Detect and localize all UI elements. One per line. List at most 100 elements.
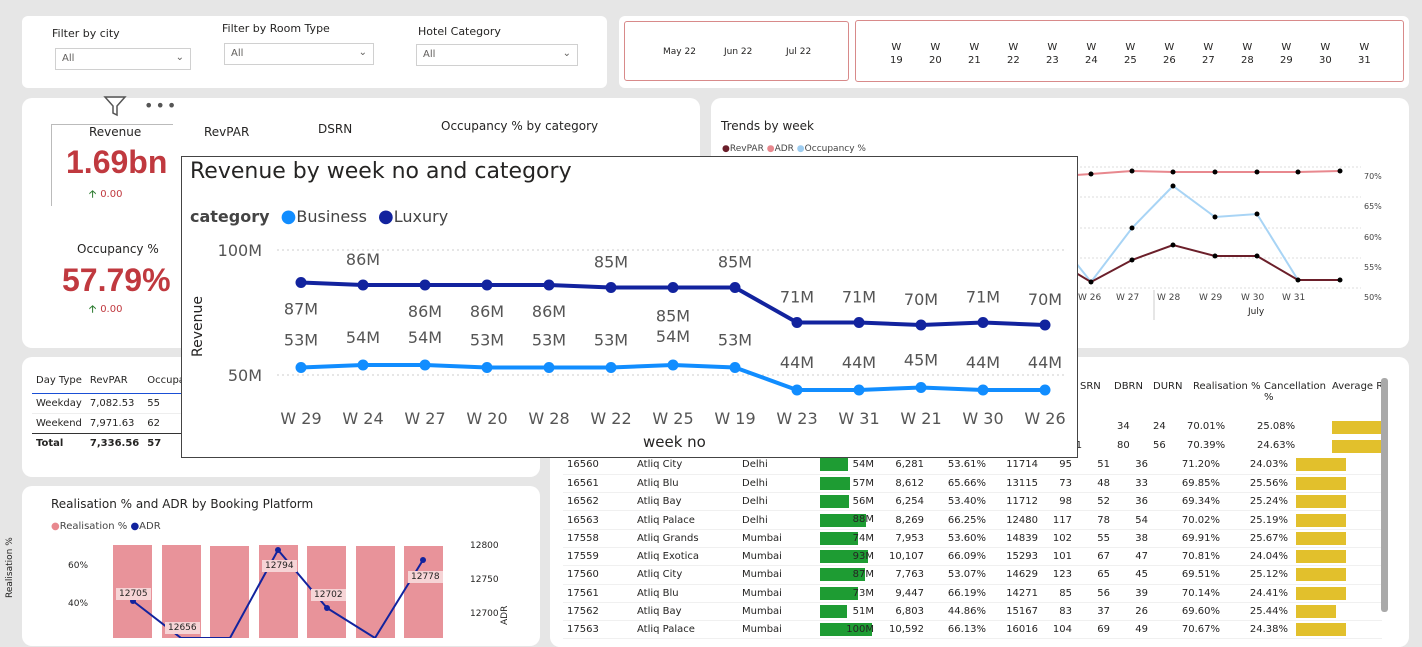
table-scrollbar[interactable] [1381,378,1388,612]
week-option[interactable]: W 23 [1046,42,1059,66]
table-cell: 11714 [990,456,1042,475]
daytype-header: Day Type [36,375,82,387]
week-option[interactable]: W 29 [1280,42,1293,66]
table-cell: Atliq Blu [633,584,738,603]
week-option[interactable]: W 20 [929,42,942,66]
revenue-bar [820,586,858,600]
table-cell: 117 [1042,510,1076,530]
column-header: SRN [1080,381,1101,392]
month-option[interactable]: Jul 22 [786,47,812,57]
table-cell: Atliq Grands [633,529,738,548]
table-cell: 66.09% [928,547,990,567]
table-row[interactable]: 16562 Atliq Bay Delhi 56M 6,254 53.40% 11712 98… [563,492,1382,512]
table-row[interactable]: 17558 Atliq Grands Mumbai 74M 7,953 53.60% 148… [563,529,1382,548]
platform-y-right-title: ADR [500,605,510,625]
data-point [605,362,617,373]
trends-y-ticks: 70% 65% 60% 55% 50% [1364,162,1382,313]
week-option[interactable]: W 26 [1163,42,1176,66]
data-point [1039,384,1051,396]
occupancy-delta-value: 0.00 [100,304,123,315]
table-cell: 45 [1114,565,1152,585]
daytype-cell: 55 [147,397,160,409]
data-label: 45M [904,351,938,370]
more-options-icon[interactable]: ••• [144,96,179,115]
adr-data-label: 12705 [116,588,151,600]
x-tick: W 22 [590,409,631,428]
hotel-table: 16560 Atliq City Delhi 54M 6,281 53.61% 11714 9… [563,456,1382,640]
data-point [357,359,369,371]
month-option[interactable]: May 22 [663,47,696,57]
table-cell: 6,254 [876,492,928,512]
filter-icon[interactable] [103,95,127,122]
week-option[interactable]: W 19 [890,42,903,66]
week-option[interactable]: W 25 [1124,42,1137,66]
y-tick: 65% [1364,202,1382,212]
room-type-filter-dropdown[interactable]: All ⌄ [224,43,374,65]
avg-rate-bar [1296,623,1346,637]
y-tick: 100M [218,241,262,260]
table-cell: 17558 [563,529,633,548]
table-cell: 12480 [990,510,1042,530]
week-option[interactable]: W 24 [1085,42,1098,66]
city-filter-dropdown[interactable]: All ⌄ [55,48,191,70]
table-cell: 53.60% [928,529,990,548]
data-point [915,319,927,331]
table-row[interactable]: 16561 Atliq Blu Delhi 57M 8,612 65.66% 13115 73… [563,474,1382,494]
month-option[interactable]: Jun 22 [724,47,753,57]
week-option[interactable]: W 27 [1202,42,1215,66]
avg-rate-bar [1296,513,1346,527]
table-cell: 80 [1117,439,1130,451]
x-tick: W 24 [342,409,383,428]
platform-bar [259,545,298,638]
legend-revpar: RevPAR [729,144,764,154]
table-row[interactable]: 17559 Atliq Exotica Mumbai 93M 10,107 66.09% 1… [563,547,1382,567]
table-row[interactable]: 16560 Atliq City Delhi 54M 6,281 53.61% 11714 9… [563,456,1382,475]
data-point [605,282,617,293]
data-label: 54M [408,328,442,347]
table-row[interactable]: 17563 Atliq Palace Mumbai 100M 10,592 66.13% 1… [563,620,1382,640]
week-option[interactable]: W 31 [1358,42,1371,66]
table-cell: 25.67% [1224,529,1292,548]
x-tick: W 20 [466,409,507,428]
table-cell: 24.03% [1224,456,1292,475]
occupancy-line [1076,184,1340,284]
data-point [729,282,741,293]
x-tick: W 29 [280,409,321,428]
week-option[interactable]: W 30 [1319,42,1332,66]
week-option[interactable]: W 28 [1241,42,1254,66]
table-cell: 16561 [563,474,633,494]
table-cell: 17563 [563,620,633,640]
table-cell: 26 [1114,602,1152,622]
daytype-total: 7,336.56 [89,437,140,449]
data-label: 71M [780,288,814,307]
table-row[interactable]: 16563 Atliq Palace Delhi 88M 8,269 66.25% 1248… [563,510,1382,530]
table-cell: 24.38% [1224,620,1292,640]
table-cell: 53.07% [928,565,990,585]
data-point [853,384,865,396]
table-cell: 66.13% [928,620,990,640]
table-cell: 24.41% [1224,584,1292,603]
table-row[interactable]: 17561 Atliq Blu Mumbai 73M 9,447 66.19% 14271 8… [563,584,1382,603]
table-row[interactable]: 17560 Atliq City Mumbai 87M 7,763 53.07% 14629… [563,565,1382,585]
data-label: 53M [718,331,752,350]
room-type-filter-label: Filter by Room Type [222,22,330,35]
room-type-filter-value: All [231,48,244,59]
table-cell: 85 [1042,584,1076,603]
trends-month-label: July [1248,307,1265,317]
table-cell: 6,281 [876,456,928,475]
table-cell: 52 [1076,492,1114,512]
table-cell: 73M [816,584,876,603]
week-option[interactable]: W 21 [968,42,981,66]
table-row[interactable]: 17562 Atliq Bay Mumbai 51M 6,803 44.86% 15167 8… [563,602,1382,622]
table-cell: 66.19% [928,584,990,603]
avg-rate-bar [1296,458,1346,472]
y-tick: 50M [228,366,262,385]
revenue-value: 1.69bn [66,144,168,180]
chevron-down-icon: ⌄ [562,48,571,59]
y-right-tick: 12750 [470,575,499,585]
data-point [419,279,431,291]
hotel-category-filter-dropdown[interactable]: All ⌄ [416,44,578,66]
data-label: 71M [842,288,876,307]
week-option[interactable]: W 22 [1007,42,1020,66]
avg-rate-bar [1296,495,1346,509]
